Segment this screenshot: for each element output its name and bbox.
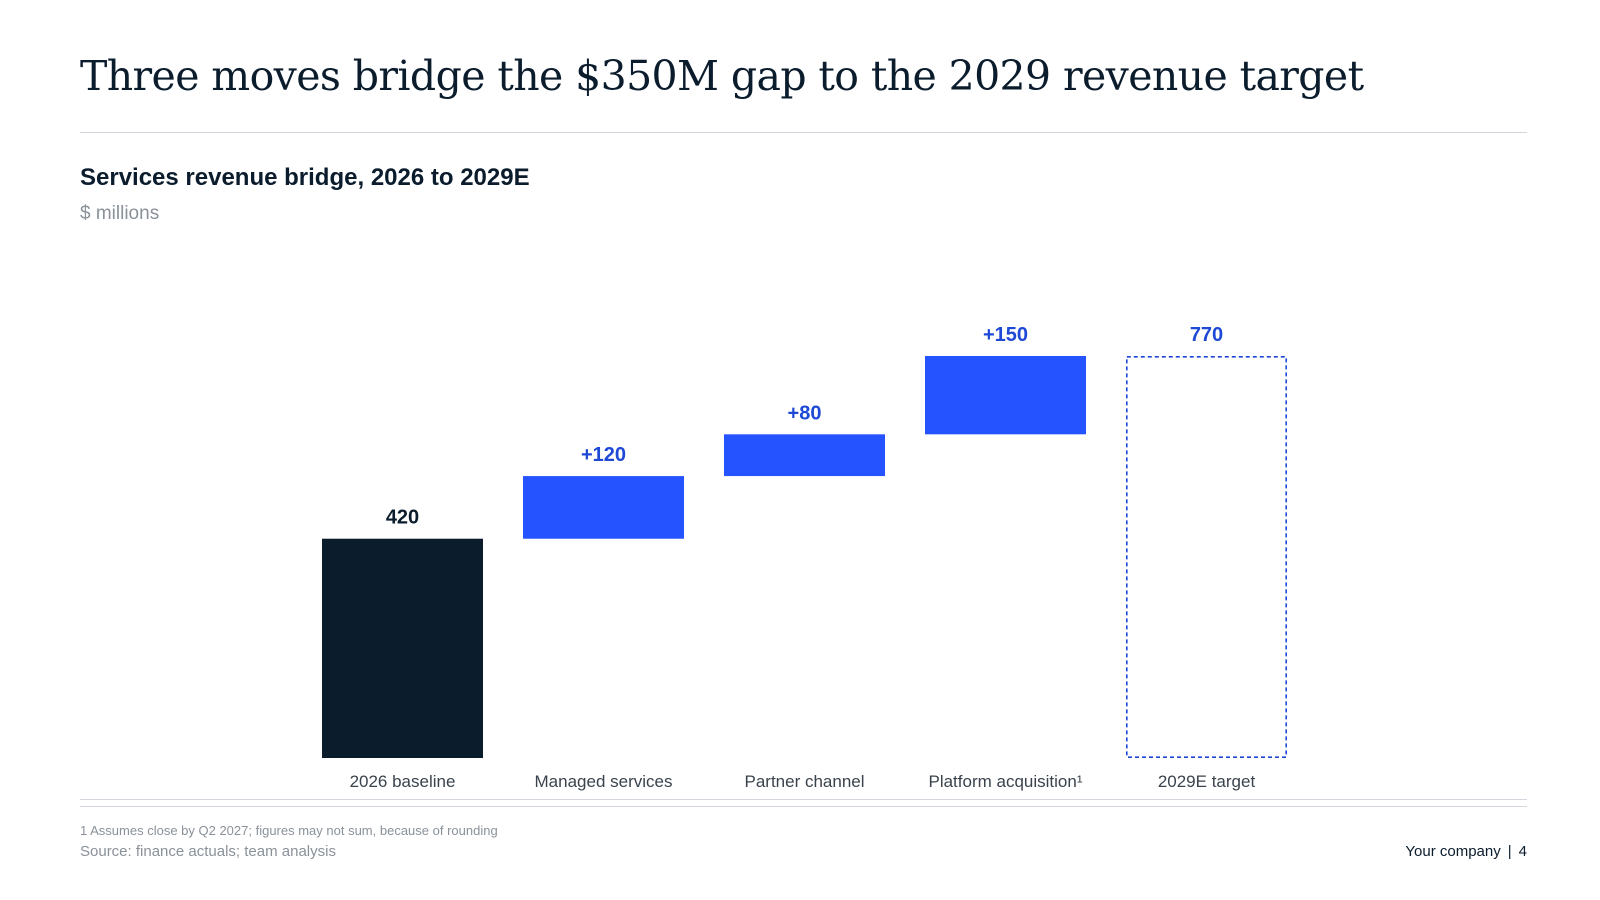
company-name: Your company	[1405, 843, 1501, 860]
data-label: +80	[788, 402, 822, 424]
category-label: 2029E target	[1158, 772, 1256, 791]
data-label: +150	[983, 324, 1028, 346]
bar-partner-channel	[724, 434, 885, 477]
data-label: +120	[581, 444, 626, 466]
bar-platform-acquisition	[925, 356, 1086, 435]
category-label: Platform acquisition¹	[928, 772, 1082, 791]
footer-company-page: Your company | 4	[1405, 843, 1527, 860]
chart-title: Services revenue bridge, 2026 to 2029E	[80, 164, 530, 191]
page-number: 4	[1518, 843, 1527, 860]
bar-2026-baseline	[322, 538, 483, 758]
data-label: 420	[386, 507, 419, 529]
footnote: 1 Assumes close by Q2 2027; figures may …	[80, 823, 498, 838]
title-divider	[80, 132, 1527, 133]
category-label: Partner channel	[744, 772, 864, 791]
waterfall-chart: 420 2026 baseline +120 Managed services +80 P…	[322, 324, 1288, 791]
footer-separator: |	[1507, 843, 1512, 860]
bar-managed-services	[523, 476, 684, 539]
footer-divider-secondary	[80, 806, 1527, 807]
data-label: 770	[1190, 324, 1223, 346]
source-note: Source: finance actuals; team analysis	[80, 843, 336, 860]
category-label: 2026 baseline	[350, 772, 456, 791]
bar-2029e-target	[1126, 355, 1288, 758]
category-label: Managed services	[535, 772, 673, 791]
slide-title: Three moves bridge the $350M gap to the …	[80, 52, 1364, 100]
chart-unit-subtitle: $ millions	[80, 203, 160, 224]
footer-divider	[80, 799, 1527, 800]
